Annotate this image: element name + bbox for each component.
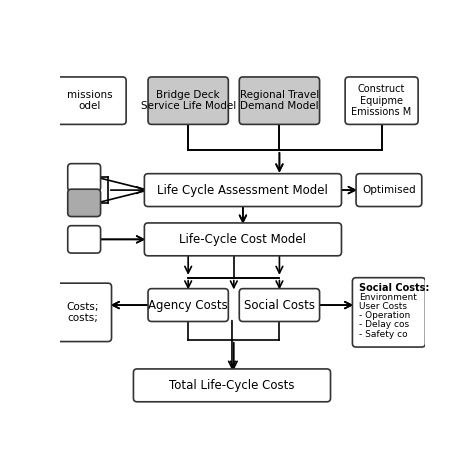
Text: Optimised: Optimised [362, 185, 416, 195]
FancyBboxPatch shape [68, 226, 100, 253]
Text: Bridge Deck
Service Life Model: Bridge Deck Service Life Model [141, 90, 236, 111]
Text: Life-Cycle Cost Model: Life-Cycle Cost Model [180, 233, 306, 246]
Text: Costs;
costs;: Costs; costs; [66, 301, 99, 323]
Text: - Delay cos: - Delay cos [359, 320, 409, 329]
Text: Social Costs: Social Costs [244, 299, 315, 311]
Text: - Operation: - Operation [359, 311, 410, 320]
FancyBboxPatch shape [239, 289, 319, 321]
Text: User Costs: User Costs [359, 302, 407, 311]
FancyBboxPatch shape [239, 77, 319, 124]
FancyBboxPatch shape [356, 173, 422, 207]
Text: - Safety co: - Safety co [359, 329, 408, 338]
FancyBboxPatch shape [53, 77, 126, 124]
Text: missions
odel: missions odel [67, 90, 112, 111]
Text: Life Cycle Assessment Model: Life Cycle Assessment Model [157, 183, 328, 197]
FancyBboxPatch shape [68, 189, 100, 217]
Text: Social Costs:: Social Costs: [359, 283, 429, 293]
FancyBboxPatch shape [352, 278, 425, 347]
FancyBboxPatch shape [53, 283, 111, 342]
FancyBboxPatch shape [133, 369, 330, 402]
Text: Regional Travel
Demand Model: Regional Travel Demand Model [240, 90, 319, 111]
FancyBboxPatch shape [68, 164, 100, 191]
FancyBboxPatch shape [148, 77, 228, 124]
Text: Agency Costs: Agency Costs [148, 299, 228, 311]
Text: Construct
Equipme
Emissions M: Construct Equipme Emissions M [352, 84, 412, 117]
Text: Environment: Environment [359, 293, 417, 302]
FancyBboxPatch shape [145, 223, 341, 256]
FancyBboxPatch shape [148, 289, 228, 321]
FancyBboxPatch shape [145, 173, 341, 207]
Text: Total Life-Cycle Costs: Total Life-Cycle Costs [169, 379, 295, 392]
FancyBboxPatch shape [345, 77, 418, 124]
